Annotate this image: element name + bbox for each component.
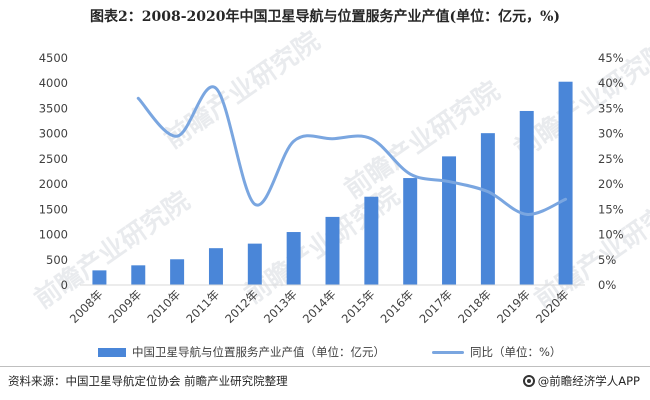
left-tick-label: 4500 <box>39 51 68 65</box>
bar-2016年 <box>403 178 418 285</box>
legend-line-label: 同比（单位：%） <box>470 345 562 359</box>
legend-item-line: 同比（单位：%） <box>432 344 561 360</box>
bar-2012年 <box>247 243 262 285</box>
right-tick-label: 45% <box>598 51 624 65</box>
bar-2013年 <box>286 232 301 285</box>
left-tick-label: 2000 <box>39 177 68 191</box>
bar-2009年 <box>131 265 146 285</box>
chart-canvas: 0 500 1000 1500 2000 2500 3000 3500 4000 4500 0% 5… <box>39 51 624 326</box>
bar-2014年 <box>325 216 340 285</box>
x-tick-label: 2009年 <box>106 287 145 326</box>
bar-2019年 <box>519 110 534 285</box>
left-tick-label: 0 <box>61 278 68 292</box>
bar-2008年 <box>92 270 107 285</box>
left-tick-label: 3500 <box>39 101 68 115</box>
x-tick-label: 2017年 <box>416 287 455 326</box>
left-axis: 0 500 1000 1500 2000 2500 3000 3500 4000 4500 <box>39 51 68 292</box>
right-tick-label: 40% <box>598 76 624 90</box>
chart-title: 图表2：2008-2020年中国卫星导航与位置服务产业产值(单位：亿元，%) <box>89 9 561 25</box>
x-axis: 2008年 2009年 2010年 2011年 2012年 2013年 2014年 2015年… <box>67 284 585 326</box>
x-tick-label: 2008年 <box>67 287 106 326</box>
x-tick-label: 2013年 <box>261 287 300 326</box>
right-tick-label: 30% <box>598 127 624 141</box>
left-tick-label: 1000 <box>39 228 68 242</box>
right-axis: 0% 5% 10% 15% 20% 25% 30% 35% 40% 45% <box>598 51 624 292</box>
x-tick-label: 2019年 <box>494 287 533 326</box>
right-tick-label: 20% <box>598 177 624 191</box>
line-series <box>136 85 568 216</box>
right-tick-label: 15% <box>598 202 624 216</box>
left-tick-label: 4000 <box>39 76 68 90</box>
bar-2015年 <box>364 196 379 285</box>
left-tick-label: 500 <box>46 253 68 267</box>
x-tick-label: 2018年 <box>455 287 494 326</box>
x-tick-label: 2012年 <box>222 287 261 326</box>
x-tick-label: 2010年 <box>145 287 184 326</box>
brand-credit: @前瞻经济学人APP <box>522 373 640 389</box>
legend-bar-label: 中国卫星导航与位置服务产业产值（单位：亿元） <box>132 345 385 359</box>
right-tick-label: 5% <box>598 253 616 267</box>
legend-line-swatch <box>432 350 464 354</box>
bar-2010年 <box>170 259 185 285</box>
bar-2017年 <box>442 156 457 285</box>
bar-series <box>92 81 573 285</box>
x-tick-label: 2020年 <box>533 287 572 326</box>
right-tick-label: 25% <box>598 152 624 166</box>
bar-2020年 <box>558 81 573 285</box>
x-tick-label: 2016年 <box>378 287 417 326</box>
legend-bar-swatch <box>98 347 126 357</box>
source-note: 资料来源：中国卫星导航定位协会 前瞻产业研究院整理 <box>8 374 288 388</box>
footer-divider <box>0 366 650 367</box>
brand-logo-icon <box>522 375 535 387</box>
right-tick-label: 35% <box>598 101 624 115</box>
x-tick-label: 2011年 <box>183 287 222 326</box>
brand-label: @前瞻经济学人APP <box>537 374 640 388</box>
legend-item-bar: 中国卫星导航与位置服务产业产值（单位：亿元） <box>98 344 385 360</box>
bar-2018年 <box>480 133 495 285</box>
left-tick-label: 1500 <box>39 202 68 216</box>
x-tick-label: 2015年 <box>339 287 378 326</box>
left-tick-label: 3000 <box>39 127 68 141</box>
bar-2011年 <box>208 248 223 285</box>
growth-line <box>136 85 568 216</box>
right-tick-label: 0% <box>598 278 616 292</box>
right-tick-label: 10% <box>598 228 624 242</box>
left-tick-label: 2500 <box>39 152 68 166</box>
x-tick-label: 2014年 <box>300 287 339 326</box>
